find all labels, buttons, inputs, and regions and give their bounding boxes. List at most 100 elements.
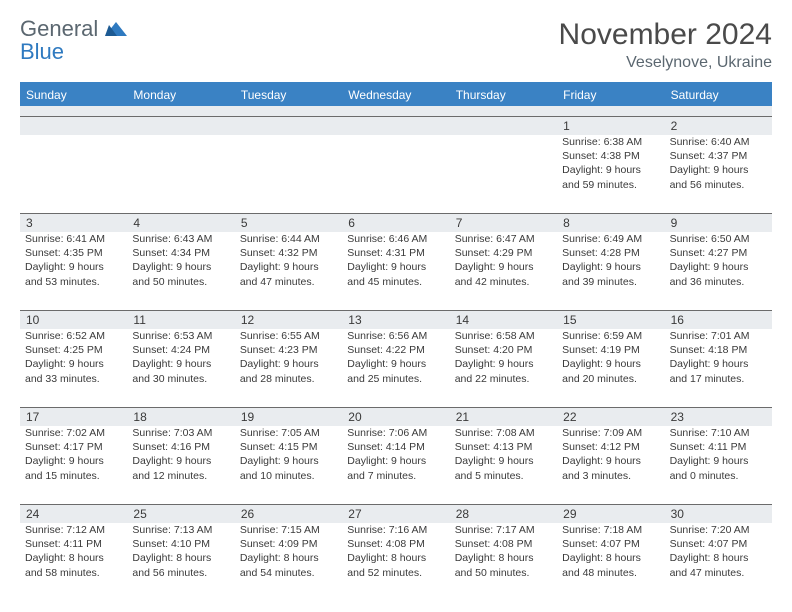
day-info-line: Sunset: 4:20 PM: [455, 343, 552, 357]
week-row: Sunrise: 7:12 AMSunset: 4:11 PMDaylight:…: [20, 523, 772, 601]
day-info-line: Sunrise: 7:18 AM: [562, 523, 659, 537]
day-number: 4: [127, 214, 234, 232]
day-cell: Sunrise: 6:40 AMSunset: 4:37 PMDaylight:…: [665, 135, 772, 213]
day-number: 9: [665, 214, 772, 232]
day-info-line: and 59 minutes.: [562, 178, 659, 192]
day-cell: Sunrise: 7:09 AMSunset: 4:12 PMDaylight:…: [557, 426, 664, 504]
logo: General Blue: [20, 18, 127, 64]
day-number: 2: [665, 117, 772, 135]
day-info-line: Sunset: 4:19 PM: [562, 343, 659, 357]
day-number: [235, 117, 342, 135]
day-info-line: Daylight: 8 hours: [132, 551, 229, 565]
day-info-line: and 47 minutes.: [240, 275, 337, 289]
day-info-line: Sunrise: 7:01 AM: [670, 329, 767, 343]
day-cell: [235, 135, 342, 213]
day-cell: Sunrise: 7:08 AMSunset: 4:13 PMDaylight:…: [450, 426, 557, 504]
day-info-line: Sunset: 4:38 PM: [562, 149, 659, 163]
day-cell: Sunrise: 7:18 AMSunset: 4:07 PMDaylight:…: [557, 523, 664, 601]
day-info-line: Sunset: 4:35 PM: [25, 246, 122, 260]
day-cell: Sunrise: 6:52 AMSunset: 4:25 PMDaylight:…: [20, 329, 127, 407]
day-number: [127, 117, 234, 135]
day-info-line: and 3 minutes.: [562, 469, 659, 483]
day-cell: Sunrise: 6:49 AMSunset: 4:28 PMDaylight:…: [557, 232, 664, 310]
day-info-line: Sunset: 4:15 PM: [240, 440, 337, 454]
day-info-line: Daylight: 9 hours: [240, 454, 337, 468]
day-info-line: Sunset: 4:13 PM: [455, 440, 552, 454]
day-info-line: Daylight: 9 hours: [455, 357, 552, 371]
daynum-row: 24252627282930: [20, 504, 772, 523]
day-number: 30: [665, 505, 772, 523]
day-info-line: Sunset: 4:23 PM: [240, 343, 337, 357]
day-info-line: Daylight: 9 hours: [562, 260, 659, 274]
month-title: November 2024: [559, 18, 772, 52]
day-info-line: Daylight: 8 hours: [347, 551, 444, 565]
day-info-line: and 58 minutes.: [25, 566, 122, 580]
weekday-friday: Friday: [557, 84, 664, 106]
day-info-line: and 10 minutes.: [240, 469, 337, 483]
day-number: 15: [557, 311, 664, 329]
day-info-line: Sunrise: 7:03 AM: [132, 426, 229, 440]
daynum-row: 17181920212223: [20, 407, 772, 426]
day-info-line: Daylight: 8 hours: [562, 551, 659, 565]
day-info-line: Daylight: 9 hours: [670, 163, 767, 177]
day-info-line: Daylight: 8 hours: [455, 551, 552, 565]
day-cell: [450, 135, 557, 213]
day-info-line: Sunset: 4:32 PM: [240, 246, 337, 260]
day-cell: Sunrise: 6:58 AMSunset: 4:20 PMDaylight:…: [450, 329, 557, 407]
day-info-line: and 12 minutes.: [132, 469, 229, 483]
day-info-line: Sunset: 4:08 PM: [455, 537, 552, 551]
day-info-line: Sunrise: 7:08 AM: [455, 426, 552, 440]
day-info-line: and 5 minutes.: [455, 469, 552, 483]
logo-text-block: General Blue: [20, 18, 127, 64]
day-number: 17: [20, 408, 127, 426]
day-info-line: Daylight: 9 hours: [25, 260, 122, 274]
day-info-line: Sunset: 4:24 PM: [132, 343, 229, 357]
day-info-line: Daylight: 9 hours: [670, 454, 767, 468]
day-info-line: Daylight: 9 hours: [25, 454, 122, 468]
logo-word2: Blue: [20, 39, 64, 64]
day-cell: Sunrise: 6:47 AMSunset: 4:29 PMDaylight:…: [450, 232, 557, 310]
day-info-line: Daylight: 9 hours: [347, 260, 444, 274]
day-cell: Sunrise: 7:13 AMSunset: 4:10 PMDaylight:…: [127, 523, 234, 601]
day-info-line: Sunrise: 6:53 AM: [132, 329, 229, 343]
day-info-line: Sunrise: 7:17 AM: [455, 523, 552, 537]
day-info-line: Sunset: 4:31 PM: [347, 246, 444, 260]
day-info-line: Sunset: 4:25 PM: [25, 343, 122, 357]
day-info-line: and 25 minutes.: [347, 372, 444, 386]
calendar: Sunday Monday Tuesday Wednesday Thursday…: [20, 82, 772, 601]
day-info-line: Sunrise: 6:52 AM: [25, 329, 122, 343]
day-number: [342, 117, 449, 135]
day-info-line: and 15 minutes.: [25, 469, 122, 483]
day-number: [450, 117, 557, 135]
day-number: 19: [235, 408, 342, 426]
week-row: Sunrise: 6:52 AMSunset: 4:25 PMDaylight:…: [20, 329, 772, 407]
day-cell: Sunrise: 7:10 AMSunset: 4:11 PMDaylight:…: [665, 426, 772, 504]
day-info-line: Daylight: 9 hours: [25, 357, 122, 371]
day-info-line: and 48 minutes.: [562, 566, 659, 580]
day-info-line: Sunset: 4:27 PM: [670, 246, 767, 260]
day-cell: Sunrise: 6:43 AMSunset: 4:34 PMDaylight:…: [127, 232, 234, 310]
week-row: Sunrise: 6:38 AMSunset: 4:38 PMDaylight:…: [20, 135, 772, 213]
day-info-line: Sunset: 4:17 PM: [25, 440, 122, 454]
weekday-wednesday: Wednesday: [342, 84, 449, 106]
day-info-line: Sunrise: 7:05 AM: [240, 426, 337, 440]
day-info-line: Sunrise: 6:44 AM: [240, 232, 337, 246]
day-cell: [127, 135, 234, 213]
day-cell: [342, 135, 449, 213]
day-info-line: Daylight: 8 hours: [670, 551, 767, 565]
day-info-line: Sunrise: 6:56 AM: [347, 329, 444, 343]
day-info-line: and 50 minutes.: [455, 566, 552, 580]
day-number: 21: [450, 408, 557, 426]
weekday-header-row: Sunday Monday Tuesday Wednesday Thursday…: [20, 84, 772, 106]
day-cell: Sunrise: 6:53 AMSunset: 4:24 PMDaylight:…: [127, 329, 234, 407]
day-number: 12: [235, 311, 342, 329]
day-number: 28: [450, 505, 557, 523]
day-number: 18: [127, 408, 234, 426]
day-info-line: and 53 minutes.: [25, 275, 122, 289]
day-info-line: and 56 minutes.: [132, 566, 229, 580]
weekday-saturday: Saturday: [665, 84, 772, 106]
day-cell: Sunrise: 7:06 AMSunset: 4:14 PMDaylight:…: [342, 426, 449, 504]
day-cell: Sunrise: 7:17 AMSunset: 4:08 PMDaylight:…: [450, 523, 557, 601]
day-info-line: and 36 minutes.: [670, 275, 767, 289]
day-number: 20: [342, 408, 449, 426]
